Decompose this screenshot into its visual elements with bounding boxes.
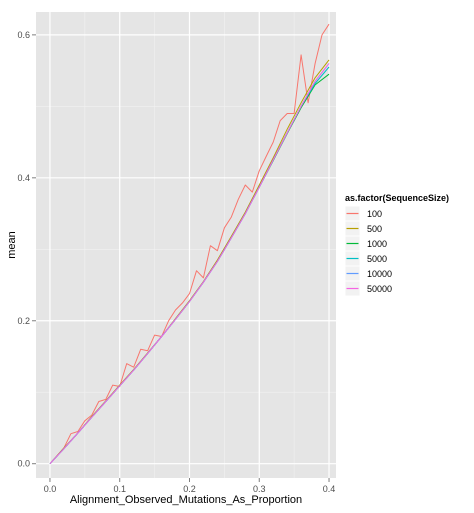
- y-tick-label: 0.6: [17, 30, 30, 40]
- series-layer: [49, 23, 330, 465]
- legend-label: 5000: [367, 254, 387, 264]
- legend-label: 50000: [367, 284, 392, 294]
- grid-major: [36, 12, 336, 478]
- y-axis-title: mean: [6, 231, 18, 259]
- legend-label: 500: [367, 224, 382, 234]
- x-tick-label: 0.1: [113, 484, 126, 494]
- legend: as.factor(SequenceSize) 100 500 1000 5000 10…: [344, 193, 449, 297]
- y-axis: 0.0 0.2 0.4 0.6: [17, 30, 36, 469]
- legend-label: 1000: [367, 239, 387, 249]
- y-tick-label: 0.2: [17, 316, 30, 326]
- legend-title: as.factor(SequenceSize): [345, 193, 449, 203]
- legend-label: 100: [367, 209, 382, 219]
- x-tick-label: 0.2: [183, 484, 196, 494]
- x-tick-label: 0.3: [253, 484, 266, 494]
- x-tick-label: 0.4: [323, 484, 336, 494]
- plot-panel: [36, 12, 336, 478]
- legend-label: 10000: [367, 269, 392, 279]
- grid-minor: [36, 12, 336, 478]
- series-line-100: [49, 23, 330, 465]
- y-tick-label: 0.0: [17, 459, 30, 469]
- series-line-50000: [49, 63, 330, 465]
- x-tick-label: 0.0: [44, 484, 57, 494]
- y-tick-label: 0.4: [17, 173, 30, 183]
- x-axis-title: Alignment_Observed_Mutations_As_Proporti…: [70, 494, 302, 506]
- x-axis: 0.0 0.1 0.2 0.3 0.4: [44, 478, 336, 494]
